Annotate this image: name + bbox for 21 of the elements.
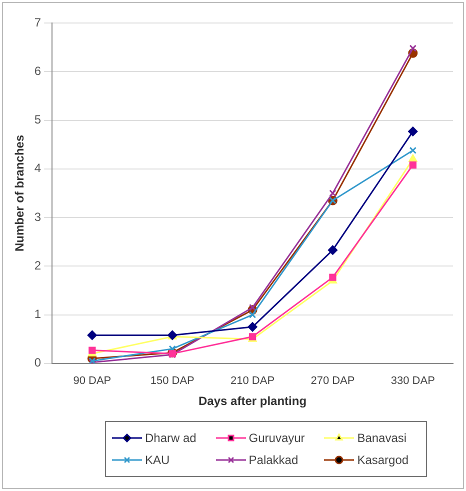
x-tick-label: 150 DAP	[150, 375, 194, 388]
x-tick-label: 210 DAP	[230, 375, 275, 388]
legend-label: Palakkad	[248, 453, 298, 467]
x-axis-title: Days after planting	[198, 394, 307, 408]
y-tick-label: 3	[34, 210, 42, 224]
x-tick-label: 330 DAP	[390, 375, 435, 388]
y-tick-label: 7	[34, 15, 42, 30]
y-tick-label: 6	[34, 64, 42, 78]
legend-label: Kasargod	[357, 453, 409, 467]
y-tick-label: 5	[34, 112, 42, 127]
legend-label: Dharw ad	[145, 431, 196, 445]
y-tick-label: 2	[34, 258, 42, 272]
x-tick-label: 90 DAP	[73, 375, 112, 388]
legend-label: KAU	[145, 453, 170, 467]
legend-label: Banavasi	[357, 431, 407, 445]
y-tick-label: 0	[34, 356, 42, 370]
legend-label: Guruvayur	[248, 431, 305, 445]
y-tick-label: 1	[34, 307, 42, 322]
x-tick-label: 270 DAP	[310, 375, 355, 388]
y-tick-label: 4	[34, 161, 42, 176]
y-axis-title: Number of branches	[12, 134, 27, 252]
